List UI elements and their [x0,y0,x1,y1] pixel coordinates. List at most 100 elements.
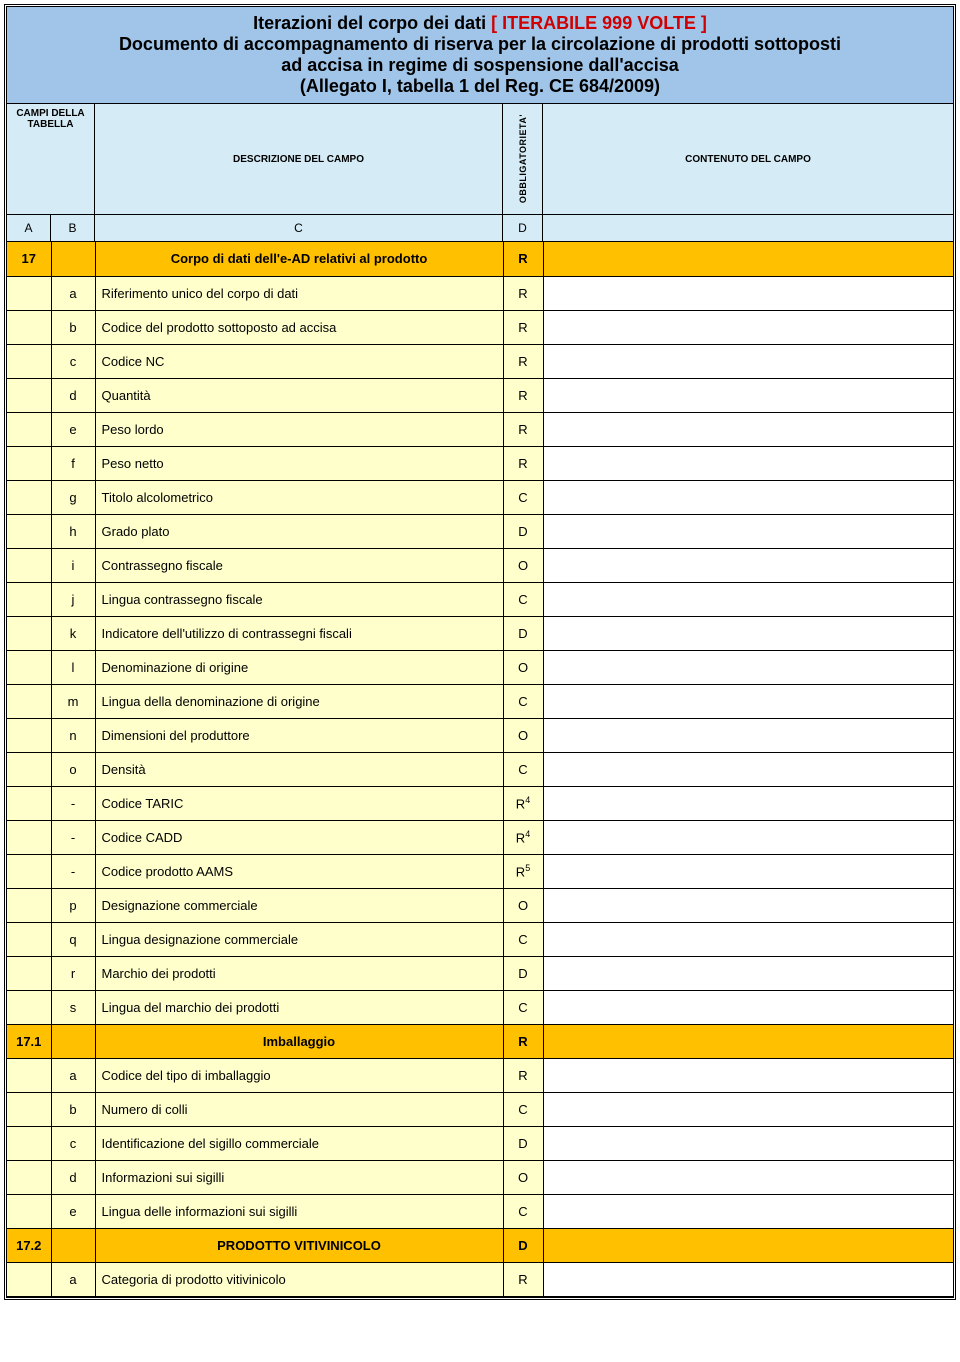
table-row: nDimensioni del produttoreO [7,718,953,752]
letter-b: B [51,215,95,241]
cell-c: Grado plato [95,514,503,548]
cell-a [7,786,51,820]
cell-d: R [503,446,543,480]
cell-a [7,378,51,412]
cell-a [7,514,51,548]
cell-c: Imballaggio [95,1024,503,1058]
cell-c: Lingua designazione commerciale [95,922,503,956]
cell-b: d [51,1160,95,1194]
cell-a: 17.2 [7,1228,51,1262]
col-head-ab: CAMPI DELLA TABELLA [51,104,95,214]
cell-d: O [503,1160,543,1194]
cell-e [543,888,953,922]
cell-b: i [51,548,95,582]
cell-e [543,310,953,344]
cell-c: Codice del tipo di imballaggio [95,1058,503,1092]
cell-e [543,990,953,1024]
cell-c: Peso lordo [95,412,503,446]
title-line-2: Documento di accompagnamento di riserva … [17,34,943,55]
column-header-row: CAMPI DELLA TABELLA DESCRIZIONE DEL CAMP… [7,104,953,215]
cell-d: R [503,1024,543,1058]
cell-d: O [503,718,543,752]
cell-c: Categoria di prodotto vitivinicolo [95,1262,503,1296]
cell-e [543,514,953,548]
table-row: oDensitàC [7,752,953,786]
table-row: dInformazioni sui sigilliO [7,1160,953,1194]
table-row: 17 Corpo di dati dell'e-AD relativi al pr… [7,242,953,276]
cell-b: a [51,1058,95,1092]
cell-d: C [503,752,543,786]
cell-d: C [503,990,543,1024]
letter-c: C [95,215,503,241]
cell-c: Corpo di dati dell'e-AD relativi al prod… [95,242,503,276]
cell-e [543,786,953,820]
title-line-1a: Iterazioni del corpo dei dati [253,13,491,33]
cell-e [543,854,953,888]
cell-e [543,548,953,582]
table-row: gTitolo alcolometricoC [7,480,953,514]
cell-a [7,854,51,888]
cell-b: a [51,276,95,310]
cell-c: Lingua contrassegno fiscale [95,582,503,616]
cell-e [543,1194,953,1228]
cell-a [7,1160,51,1194]
cell-c: Designazione commerciale [95,888,503,922]
cell-a: 17 [7,242,51,276]
cell-d: C [503,684,543,718]
cell-b: - [51,820,95,854]
cell-a [7,820,51,854]
cell-e [543,1092,953,1126]
cell-a [7,582,51,616]
cell-c: Codice CADD [95,820,503,854]
cell-b: r [51,956,95,990]
cell-b: b [51,1092,95,1126]
title-line-3: ad accisa in regime di sospensione dall'… [17,55,943,76]
title-iterable: [ ITERABILE 999 VOLTE ] [491,13,707,33]
cell-a [7,1262,51,1296]
cell-b: - [51,786,95,820]
cell-b: j [51,582,95,616]
title-line-1: Iterazioni del corpo dei dati [ ITERABIL… [17,13,943,34]
cell-c: Denominazione di origine [95,650,503,684]
cell-c: Codice TARIC [95,786,503,820]
cell-c: Titolo alcolometrico [95,480,503,514]
cell-b [51,1228,95,1262]
cell-b: g [51,480,95,514]
cell-a [7,480,51,514]
table-row: eLingua delle informazioni sui sigilliC [7,1194,953,1228]
cell-a [7,446,51,480]
cell-d: R4 [503,786,543,820]
cell-d: D [503,956,543,990]
cell-b: q [51,922,95,956]
table-row: 17.2PRODOTTO VITIVINICOLOD [7,1228,953,1262]
cell-e [543,650,953,684]
cell-e [543,616,953,650]
cell-d: D [503,1228,543,1262]
cell-d: C [503,582,543,616]
table-row: sLingua del marchio dei prodottiC [7,990,953,1024]
cell-c: Codice del prodotto sottoposto ad accisa [95,310,503,344]
table-row: cIdentificazione del sigillo commerciale… [7,1126,953,1160]
cell-d: D [503,1126,543,1160]
cell-e [543,344,953,378]
cell-b: f [51,446,95,480]
table-row: -Codice TARICR4 [7,786,953,820]
table-row: -Codice CADDR4 [7,820,953,854]
cell-c: Identificazione del sigillo commerciale [95,1126,503,1160]
cell-c: Codice prodotto AAMS [95,854,503,888]
cell-d: R [503,276,543,310]
table-row: aRiferimento unico del corpo di datiR [7,276,953,310]
cell-d: C [503,922,543,956]
table-row: iContrassegno fiscaleO [7,548,953,582]
letter-d: D [503,215,543,241]
cell-b: l [51,650,95,684]
cell-b: k [51,616,95,650]
body-table: 17 Corpo di dati dell'e-AD relativi al pr… [7,242,953,1297]
cell-a [7,616,51,650]
table-row: aCodice del tipo di imballaggioR [7,1058,953,1092]
cell-d: O [503,650,543,684]
cell-d: R [503,344,543,378]
cell-d: R4 [503,820,543,854]
cell-d: R [503,378,543,412]
cell-e [543,1058,953,1092]
